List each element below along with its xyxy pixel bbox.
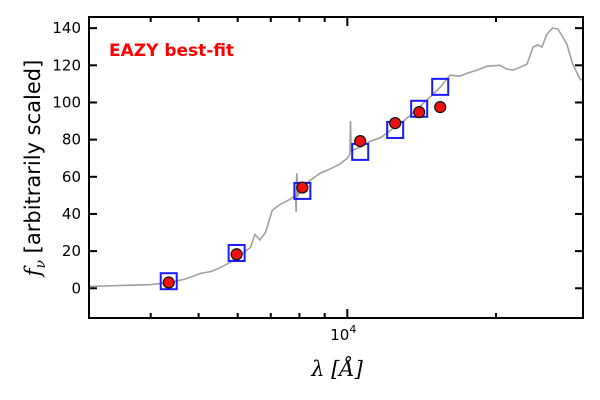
model-flux-square	[227, 243, 246, 262]
observed-flux-point	[434, 101, 447, 114]
x-tick-label: 104	[330, 323, 356, 344]
y-axis-label: fν [arbitrarily scaled]	[21, 60, 49, 279]
y-tick-label: 0	[71, 279, 81, 297]
plot-frame	[88, 16, 584, 319]
observed-flux-point	[296, 181, 309, 194]
model-flux-square	[431, 77, 450, 96]
observed-flux-point	[413, 106, 426, 119]
y-tick-label: 80	[62, 131, 81, 149]
x-axis-label: λ [Å]	[310, 356, 363, 381]
y-tick-label: 140	[52, 19, 81, 37]
observed-flux-point	[354, 135, 367, 148]
model-flux-square	[159, 272, 178, 291]
y-tick-label: 120	[52, 56, 81, 74]
annotation-label: EAZY best-fit	[109, 41, 234, 61]
observed-flux-point	[389, 116, 402, 130]
observed-flux-point	[230, 248, 243, 261]
y-tick-label: 100	[52, 93, 81, 111]
y-tick-label: 20	[62, 242, 81, 260]
y-tick-label: 60	[62, 168, 81, 186]
y-tick-label: 40	[62, 205, 81, 223]
spectrum-line	[88, 27, 584, 288]
observed-flux-point	[162, 276, 175, 289]
